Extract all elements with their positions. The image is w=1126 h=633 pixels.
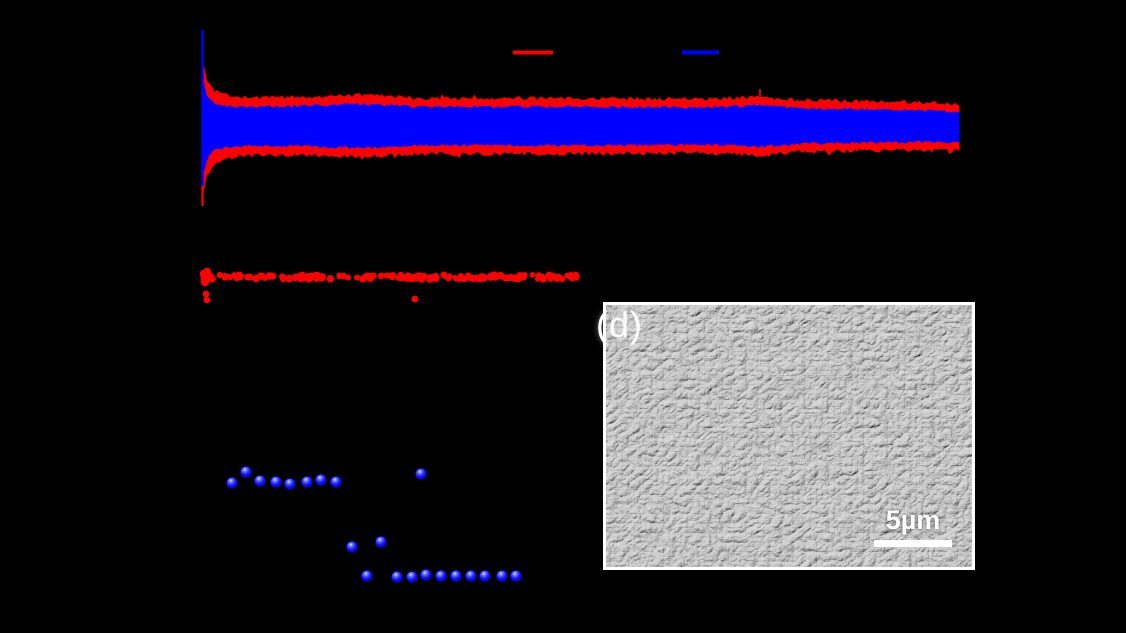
red-point	[446, 273, 453, 279]
blue-sphere-point	[496, 570, 508, 582]
red-point	[315, 275, 322, 282]
red-point	[245, 274, 252, 281]
red-point	[366, 274, 375, 282]
blue-sphere-point	[361, 570, 373, 582]
red-point	[490, 271, 498, 279]
red-point	[432, 272, 440, 281]
blue-sphere-point	[450, 570, 462, 582]
blue-trace-band	[202, 79, 960, 176]
scale-bar-text: 5µm	[885, 505, 941, 535]
blue-sphere-point	[330, 476, 342, 488]
red-point	[453, 275, 460, 282]
red-point	[216, 271, 223, 279]
red-point	[465, 274, 472, 281]
scale-bar-line	[874, 540, 952, 547]
red-point	[354, 274, 361, 281]
red-point	[345, 274, 352, 281]
red-outlier-point	[411, 295, 419, 303]
red-point	[529, 272, 536, 278]
red-point	[551, 273, 558, 279]
red-outlier-point	[202, 290, 210, 298]
red-point	[265, 273, 271, 279]
blue-sphere-point	[406, 571, 418, 583]
blue-sphere-point	[254, 475, 266, 487]
blue-sphere-point	[479, 570, 491, 582]
red-point	[340, 272, 347, 280]
red-point	[440, 271, 448, 279]
blue-sphere-point	[270, 476, 282, 488]
blue-sphere-point	[435, 570, 447, 582]
red-point	[297, 276, 304, 283]
red-point	[278, 273, 286, 280]
red-point	[224, 273, 231, 280]
red-point	[420, 272, 428, 280]
red-point	[572, 273, 580, 281]
red-point	[389, 272, 397, 279]
red-point	[269, 272, 277, 280]
red-point	[475, 275, 483, 283]
red-point	[558, 275, 566, 283]
blue-sphere-point	[346, 541, 358, 553]
red-point	[398, 275, 405, 282]
red-point	[304, 272, 312, 280]
blue-sphere-point	[301, 476, 313, 488]
blue-sphere-series	[226, 466, 522, 583]
red-point	[236, 272, 245, 281]
blue-sphere-point	[391, 571, 403, 583]
red-point	[566, 272, 575, 281]
blue-sphere-point	[510, 570, 522, 582]
blue-sphere-point	[420, 569, 432, 581]
red-point	[258, 273, 265, 280]
sem-micrograph-panel: (d) 5µm	[596, 302, 975, 570]
sem-fine-texture	[606, 305, 972, 567]
red-point	[406, 274, 414, 282]
red-point	[336, 272, 342, 279]
red-point	[205, 272, 215, 282]
red-outlier-point	[203, 296, 211, 304]
red-point	[545, 271, 553, 279]
panel-label-d: (d)	[596, 304, 643, 345]
blue-sphere-point	[465, 570, 477, 582]
red-point	[326, 274, 335, 283]
red-point	[511, 274, 519, 283]
red-point	[384, 272, 390, 279]
red-point	[520, 274, 527, 281]
sem-texture-image	[606, 305, 972, 567]
blue-sphere-point	[240, 466, 252, 478]
top-cycling-chart	[201, 30, 960, 206]
blue-sphere-point	[415, 468, 427, 480]
bottom-scatter-chart	[199, 267, 580, 583]
red-point	[377, 272, 385, 280]
red-point	[292, 274, 299, 282]
blue-sphere-point	[284, 478, 296, 490]
red-band-series	[199, 267, 580, 304]
blue-sphere-point	[315, 474, 327, 486]
scale-bar: 5µm	[870, 505, 956, 547]
red-point	[497, 271, 505, 280]
red-point	[538, 273, 546, 281]
blue-sphere-point	[226, 477, 238, 489]
red-point	[285, 274, 293, 283]
blue-sphere-point	[375, 536, 387, 548]
